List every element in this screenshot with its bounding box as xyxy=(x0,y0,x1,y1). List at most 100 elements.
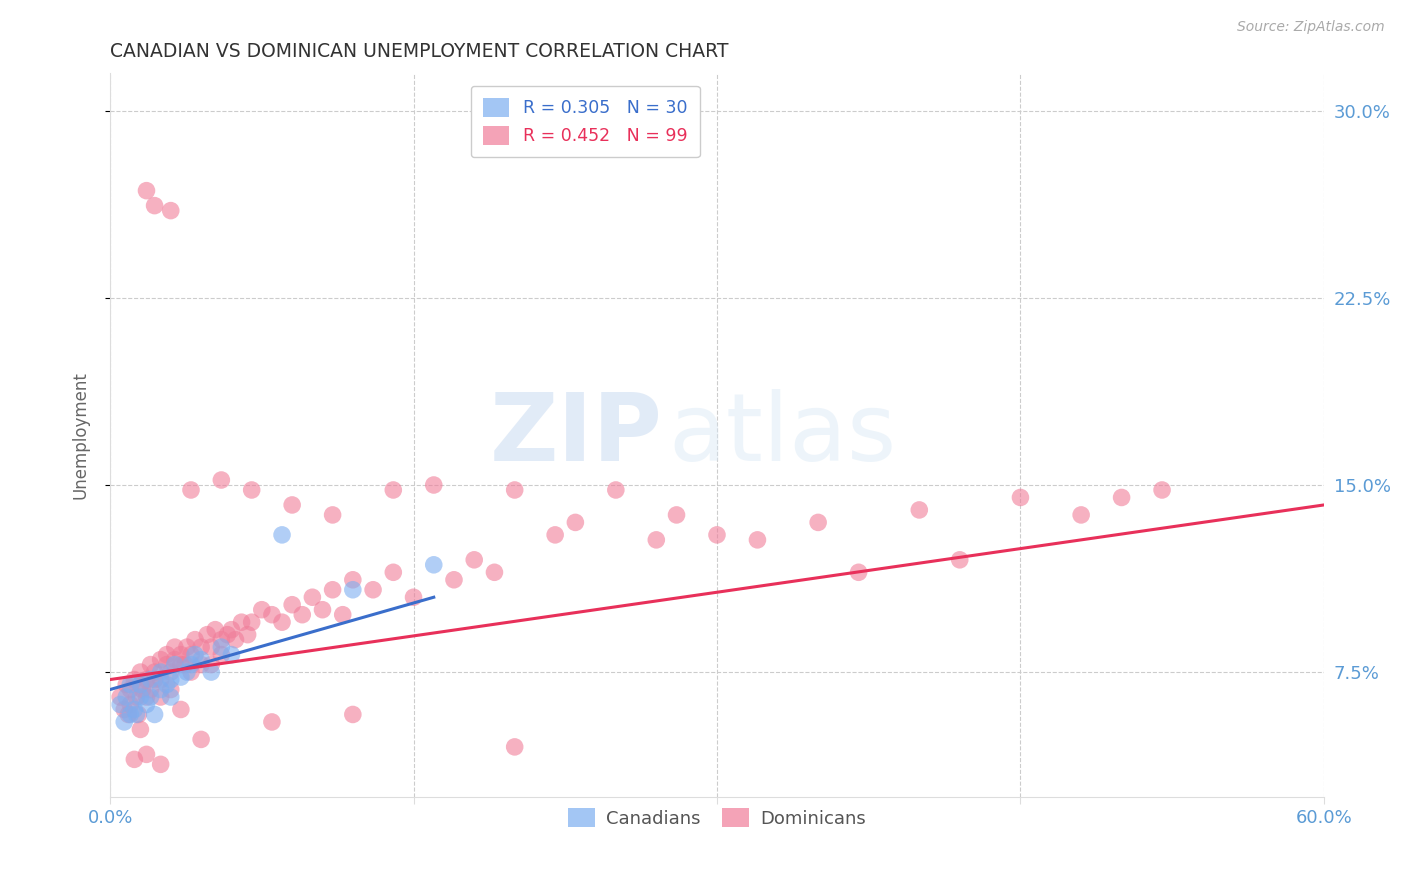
Point xyxy=(174,657,197,672)
Point xyxy=(1150,483,1173,497)
Point xyxy=(143,665,166,679)
Point xyxy=(443,573,465,587)
Point xyxy=(322,582,344,597)
Point xyxy=(149,757,172,772)
Point xyxy=(139,657,162,672)
Point xyxy=(112,714,135,729)
Point xyxy=(120,707,142,722)
Point xyxy=(115,677,138,691)
Point xyxy=(271,615,294,630)
Point xyxy=(382,566,405,580)
Point xyxy=(209,473,232,487)
Point xyxy=(180,483,202,497)
Point xyxy=(236,627,259,641)
Point xyxy=(484,566,506,580)
Y-axis label: Unemployment: Unemployment xyxy=(72,371,89,499)
Point xyxy=(200,665,222,679)
Point xyxy=(209,632,232,647)
Point xyxy=(301,591,323,605)
Point xyxy=(402,591,425,605)
Point xyxy=(149,682,172,697)
Point xyxy=(124,702,146,716)
Point xyxy=(503,739,526,754)
Point xyxy=(180,648,202,662)
Point xyxy=(195,627,218,641)
Point xyxy=(170,657,193,672)
Point xyxy=(217,627,239,641)
Point xyxy=(120,698,142,712)
Point xyxy=(908,503,931,517)
Point xyxy=(190,640,212,654)
Point xyxy=(342,582,364,597)
Point xyxy=(156,677,179,691)
Point xyxy=(382,483,405,497)
Text: CANADIAN VS DOMINICAN UNEMPLOYMENT CORRELATION CHART: CANADIAN VS DOMINICAN UNEMPLOYMENT CORRE… xyxy=(110,42,728,61)
Point xyxy=(176,640,198,654)
Point xyxy=(224,632,246,647)
Point xyxy=(124,673,146,687)
Point xyxy=(108,690,131,704)
Point xyxy=(322,508,344,522)
Point xyxy=(124,752,146,766)
Point xyxy=(1111,491,1133,505)
Point xyxy=(221,623,243,637)
Point xyxy=(108,698,131,712)
Point xyxy=(112,702,135,716)
Point xyxy=(807,516,830,530)
Point xyxy=(605,483,627,497)
Point xyxy=(135,184,157,198)
Point xyxy=(170,648,193,662)
Point xyxy=(180,657,202,672)
Point xyxy=(139,673,162,687)
Point xyxy=(125,707,148,722)
Point xyxy=(209,640,232,654)
Point xyxy=(163,640,186,654)
Point xyxy=(706,528,728,542)
Point xyxy=(129,677,152,691)
Point xyxy=(361,582,384,597)
Point xyxy=(260,714,283,729)
Point xyxy=(180,665,202,679)
Point xyxy=(231,615,253,630)
Point xyxy=(240,483,263,497)
Point xyxy=(291,607,314,622)
Point xyxy=(135,673,157,687)
Point xyxy=(250,603,273,617)
Point xyxy=(332,607,354,622)
Point xyxy=(129,690,152,704)
Point xyxy=(204,623,226,637)
Point xyxy=(120,682,142,697)
Point xyxy=(135,698,157,712)
Point xyxy=(665,508,688,522)
Point xyxy=(747,533,769,547)
Point xyxy=(949,553,972,567)
Point xyxy=(170,702,193,716)
Point xyxy=(240,615,263,630)
Point xyxy=(129,677,152,691)
Point xyxy=(139,682,162,697)
Point xyxy=(135,690,157,704)
Point xyxy=(135,747,157,762)
Text: atlas: atlas xyxy=(668,389,897,481)
Point xyxy=(149,665,172,679)
Point xyxy=(125,690,148,704)
Point xyxy=(645,533,668,547)
Point xyxy=(131,682,153,697)
Point xyxy=(503,483,526,497)
Point xyxy=(143,673,166,687)
Point xyxy=(190,732,212,747)
Point xyxy=(149,690,172,704)
Point xyxy=(159,665,181,679)
Point xyxy=(159,203,181,218)
Point xyxy=(848,566,870,580)
Point xyxy=(129,665,152,679)
Point xyxy=(200,657,222,672)
Point xyxy=(176,665,198,679)
Point xyxy=(209,648,232,662)
Point xyxy=(149,673,172,687)
Point xyxy=(281,498,304,512)
Point xyxy=(115,690,138,704)
Point xyxy=(117,707,139,722)
Point xyxy=(564,516,586,530)
Point xyxy=(149,652,172,666)
